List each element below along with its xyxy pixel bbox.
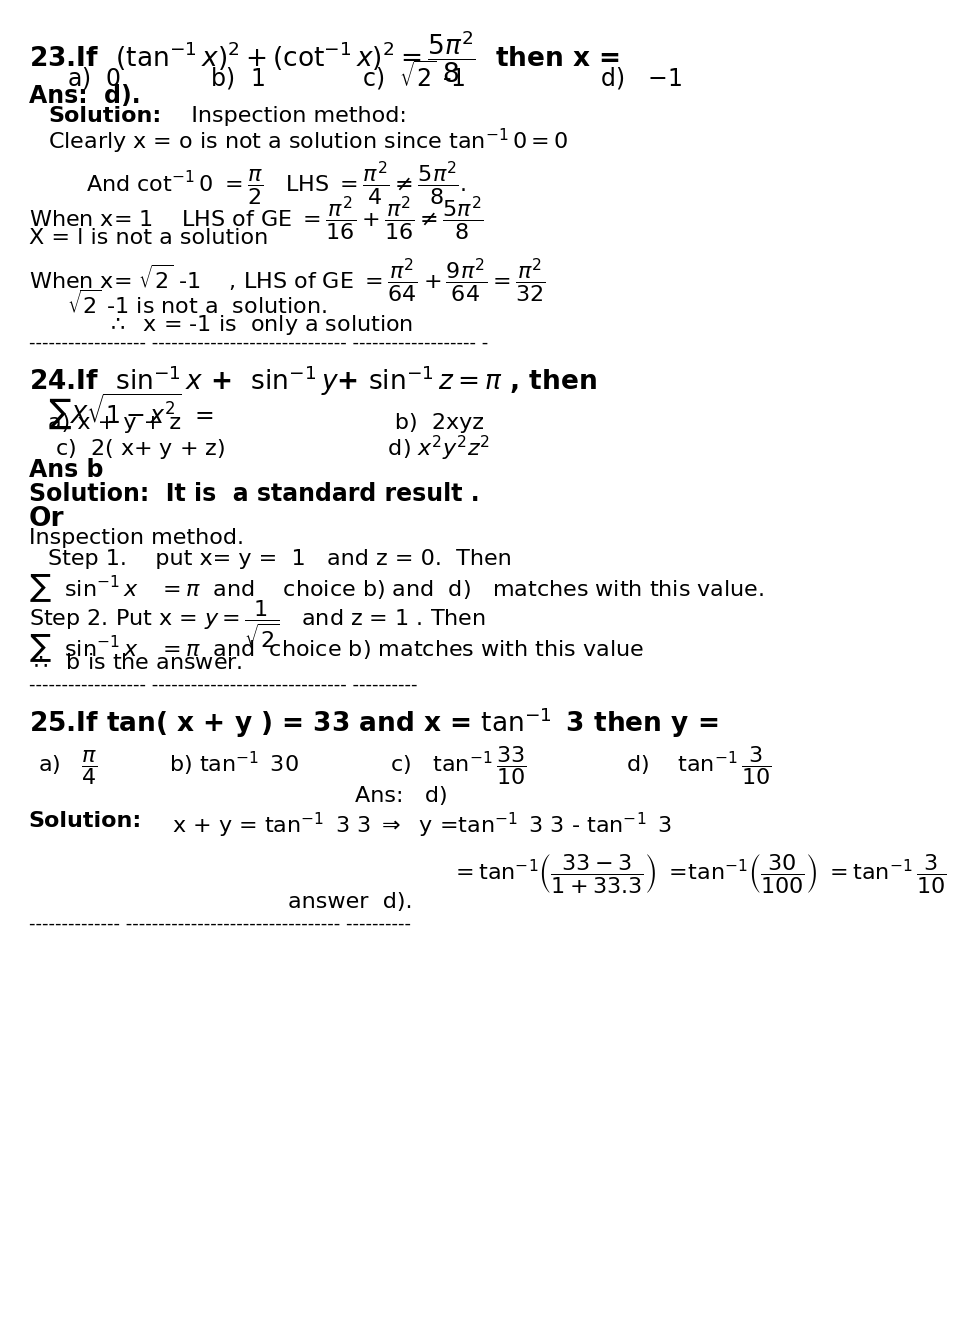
Text: $\therefore$  b is the answer.: $\therefore$ b is the answer.: [29, 653, 242, 673]
Text: a)  0            b)  1             c)  $\sqrt{2}$ -1                  d)   $-1$: a) 0 b) 1 c) $\sqrt{2}$ -1 d) $-1$: [67, 59, 683, 92]
Text: When x= 1    LHS of GE $=\dfrac{\pi^2}{16}+\dfrac{\pi^2}{16}\neq\dfrac{5\pi^2}{8: When x= 1 LHS of GE $=\dfrac{\pi^2}{16}+…: [29, 195, 484, 243]
Text: Ans:  d).: Ans: d).: [29, 84, 140, 108]
Text: Inspection method.: Inspection method.: [29, 528, 244, 548]
Text: Solution:: Solution:: [29, 811, 142, 831]
Text: a)   $\dfrac{\pi}{4}$          b) $\tan^{-1}$ 30             c)   $\tan^{-1}\dfr: a) $\dfrac{\pi}{4}$ b) $\tan^{-1}$ 30 c)…: [38, 744, 772, 787]
Text: $\sqrt{2}$ -1 is not a  solution.: $\sqrt{2}$ -1 is not a solution.: [67, 290, 327, 318]
Text: And $\cot^{-1}0\ =\dfrac{\pi}{2}$   LHS $=\dfrac{\pi^2}{4} \neq \dfrac{5\pi^2}{8: And $\cot^{-1}0\ =\dfrac{\pi}{2}$ LHS $=…: [86, 160, 467, 208]
Text: 23.If  $(\tan^{-1}x)^2 + (\cot^{-1}x)^2 = \dfrac{5\pi^2}{8}$  then x =: 23.If $(\tan^{-1}x)^2 + (\cot^{-1}x)^2 =…: [29, 28, 620, 84]
Text: Or: Or: [29, 506, 64, 532]
Text: Solution:  It is  a standard result .: Solution: It is a standard result .: [29, 482, 479, 506]
Text: x + y = $\tan^{-1}$ 3 3 $\Rightarrow$  y =$\tan^{-1}$ 3 3 - $\tan^{-1}$ 3: x + y = $\tan^{-1}$ 3 3 $\Rightarrow$ y …: [151, 811, 672, 840]
Text: ------------------ ------------------------------ ------------------- -: ------------------ ---------------------…: [29, 334, 488, 351]
Text: ------------------ ------------------------------ ----------: ------------------ ---------------------…: [29, 676, 418, 693]
Text: Solution:: Solution:: [48, 106, 161, 126]
Text: a) x + y + z                              b)  2xyz: a) x + y + z b) 2xyz: [48, 413, 484, 433]
Text: Clearly x = o is not a solution since $\tan^{-1}0 =0$: Clearly x = o is not a solution since $\…: [48, 127, 568, 156]
Text: $= \tan^{-1}\!\left(\dfrac{33-3}{1+33.3}\right)$ $=\!\tan^{-1}\!\left(\dfrac{30}: $= \tan^{-1}\!\left(\dfrac{33-3}{1+33.3}…: [451, 852, 947, 895]
Text: Step 2. Put x = $y = \dfrac{1}{\sqrt{2}}$   and z = 1 . Then: Step 2. Put x = $y = \dfrac{1}{\sqrt{2}}…: [29, 599, 486, 649]
Text: Inspection method:: Inspection method:: [170, 106, 407, 126]
Text: $\sum$  $\sin^{-1}x$   $= \pi$  and    choice b) and  d)   matches with this val: $\sum$ $\sin^{-1}x$ $= \pi$ and choice b…: [29, 572, 764, 604]
Text: X = l is not a solution: X = l is not a solution: [29, 228, 268, 248]
Text: Ans b: Ans b: [29, 458, 104, 482]
Text: answer  d).: answer d).: [288, 892, 413, 912]
Text: Ans:   d): Ans: d): [355, 786, 447, 806]
Text: 24.If  $\sin^{-1}x$ +  $\sin^{-1}y$+ $\sin^{-1}z = \pi$ , then: 24.If $\sin^{-1}x$ + $\sin^{-1}y$+ $\sin…: [29, 363, 597, 398]
Text: $\sum X\sqrt{1-x^2}$  =: $\sum X\sqrt{1-x^2}$ =: [48, 391, 213, 432]
Text: $\therefore$  x = -1 is  only a solution: $\therefore$ x = -1 is only a solution: [106, 313, 413, 337]
Text: When x= $\sqrt{2}$ -1    , LHS of GE $=\dfrac{\pi^2}{64}+\dfrac{9\pi^2}{64}=\dfr: When x= $\sqrt{2}$ -1 , LHS of GE $=\dfr…: [29, 257, 545, 305]
Text: Step 1.    put x= y =  1   and z = 0.  Then: Step 1. put x= y = 1 and z = 0. Then: [48, 549, 512, 569]
Text: -------------- --------------------------------- ----------: -------------- -------------------------…: [29, 915, 411, 933]
Text: 25.If tan( x + y ) = 33 and x = $\tan^{-1}$ 3 then y =: 25.If tan( x + y ) = 33 and x = $\tan^{-…: [29, 705, 718, 740]
Text: $\sum$  $\sin^{-1}x$   $= \pi$  and  choice b) matches with this value: $\sum$ $\sin^{-1}x$ $= \pi$ and choice b…: [29, 632, 644, 664]
Text: c)  2( x+ y + z)                       d) $x^2y^2z^2$: c) 2( x+ y + z) d) $x^2y^2z^2$: [48, 434, 490, 464]
